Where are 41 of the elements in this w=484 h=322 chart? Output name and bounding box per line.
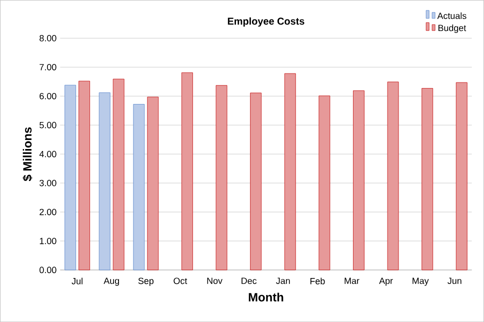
y-tick-label: 5.00 xyxy=(40,122,56,128)
y-tick-label: 8.00 xyxy=(40,34,56,42)
x-tick-label: Feb xyxy=(310,278,325,284)
bar xyxy=(64,84,76,270)
y-tick-label: 7.00 xyxy=(40,64,56,70)
bar xyxy=(387,82,399,270)
y-tick-label: 2.00 xyxy=(40,208,56,216)
bar xyxy=(98,92,110,270)
x-tick-label: Mar xyxy=(344,278,360,284)
bar xyxy=(456,82,468,270)
y-tick-label: 6.00 xyxy=(40,92,56,100)
bar xyxy=(216,85,228,270)
bar xyxy=(182,72,193,270)
bar xyxy=(147,96,159,270)
x-tick-label: Sep xyxy=(138,278,154,286)
x-tick-label: Jul xyxy=(72,278,82,284)
x-tick-label: Jan xyxy=(276,278,290,284)
x-tick-label: Oct xyxy=(174,278,188,284)
y-tick-label: 4.00 xyxy=(39,150,56,158)
legend-label: Budget xyxy=(438,24,466,33)
bar xyxy=(353,90,364,270)
x-tick-label: Apr xyxy=(379,278,393,286)
bar xyxy=(284,73,296,270)
y-tick-label: 0.00 xyxy=(40,266,56,274)
bar xyxy=(318,96,330,270)
x-axis-title: Month xyxy=(248,292,284,302)
x-tick-label: Nov xyxy=(207,278,222,284)
legend-label: Actuals xyxy=(437,12,466,19)
bar xyxy=(422,88,434,270)
bar xyxy=(133,104,145,270)
y-tick-label: 3.00 xyxy=(40,180,56,186)
y-tick-label: 1.00 xyxy=(40,238,56,244)
bar xyxy=(112,78,124,270)
x-tick-label: Aug xyxy=(104,278,119,286)
x-tick-label: Jun xyxy=(448,278,462,284)
chart-title: Employee Costs xyxy=(228,17,304,27)
y-axis-title: $ Millions xyxy=(22,127,32,182)
x-tick-label: Dec xyxy=(242,278,257,284)
bar xyxy=(250,92,262,270)
x-tick-label: May xyxy=(412,278,429,286)
bar xyxy=(78,80,90,270)
